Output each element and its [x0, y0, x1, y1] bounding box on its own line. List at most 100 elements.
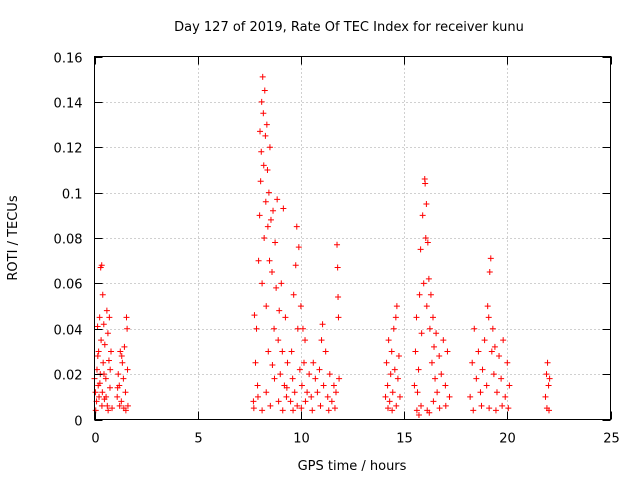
data-point	[282, 314, 289, 321]
data-point	[473, 375, 480, 382]
data-point	[471, 325, 478, 332]
data-point	[306, 371, 313, 378]
data-point	[269, 269, 276, 276]
data-point	[309, 407, 316, 414]
data-point	[266, 257, 273, 264]
data-point	[252, 359, 259, 366]
data-point	[292, 262, 299, 269]
data-point	[467, 393, 474, 400]
grid-lines	[94, 56, 611, 420]
data-point	[486, 405, 493, 412]
data-point	[269, 362, 276, 369]
data-point	[488, 348, 495, 355]
y-tick-label: 0.08	[54, 233, 83, 248]
data-point	[478, 402, 485, 409]
data-point	[259, 280, 266, 287]
data-point	[438, 371, 445, 378]
data-point	[335, 293, 342, 300]
data-point	[314, 389, 321, 396]
data-point	[498, 375, 505, 382]
plot-frame	[94, 56, 611, 420]
data-point	[116, 402, 123, 409]
data-point	[265, 348, 272, 355]
data-point	[254, 393, 261, 400]
data-point	[283, 384, 290, 391]
data-point	[259, 73, 266, 80]
data-point	[120, 375, 127, 382]
data-point	[422, 235, 429, 241]
data-point	[271, 325, 278, 332]
data-point	[331, 405, 338, 412]
x-tick-label: 5	[194, 432, 202, 447]
y-axis-ticks: 0 0.02 0.04 0.06 0.08 0.1 0.12 0.14 0.16	[54, 52, 611, 430]
data-point	[324, 393, 331, 400]
data-point	[257, 178, 264, 185]
data-point	[426, 325, 433, 332]
data-point	[264, 166, 271, 173]
data-point	[98, 262, 105, 269]
data-point	[418, 402, 425, 409]
data-point	[122, 389, 129, 396]
x-tick-label: 25	[603, 432, 620, 447]
data-point	[312, 375, 319, 382]
data-point	[294, 402, 301, 409]
data-point	[416, 291, 423, 298]
data-point	[99, 389, 106, 396]
data-point	[99, 291, 106, 298]
data-point	[123, 314, 130, 321]
data-point	[420, 280, 427, 287]
data-point	[297, 303, 304, 310]
data-point	[254, 382, 261, 389]
data-point	[290, 291, 297, 298]
data-point	[424, 239, 431, 246]
data-point	[295, 244, 302, 251]
data-point	[265, 189, 272, 196]
data-point	[94, 352, 101, 359]
data-point	[284, 359, 291, 366]
data-point	[287, 398, 294, 405]
data-point	[446, 393, 453, 400]
data-point	[385, 337, 392, 344]
data-point	[121, 343, 128, 350]
data-point	[100, 359, 107, 366]
data-point	[469, 359, 476, 366]
data-point	[258, 148, 265, 155]
y-tick-label: 0.06	[54, 278, 83, 293]
data-point	[274, 196, 281, 203]
data-point	[103, 393, 110, 400]
data-point	[415, 366, 422, 373]
data-point	[115, 371, 122, 378]
data-point	[326, 371, 333, 378]
data-point	[546, 375, 553, 382]
data-point	[96, 393, 103, 400]
data-point	[250, 405, 257, 412]
x-axis-label: GPS time / hours	[298, 459, 407, 474]
data-point	[393, 402, 400, 409]
data-point	[429, 314, 436, 321]
data-point	[382, 393, 389, 400]
data-point	[105, 357, 112, 364]
data-point	[298, 382, 305, 389]
data-point	[320, 382, 327, 389]
data-point	[543, 371, 550, 378]
data-point	[277, 371, 284, 378]
data-point	[414, 389, 421, 396]
data-point	[423, 200, 430, 207]
data-point	[395, 352, 402, 359]
data-point	[493, 389, 500, 396]
data-point	[124, 325, 131, 332]
data-point	[318, 337, 325, 344]
data-point	[490, 371, 497, 378]
data-point	[332, 389, 339, 396]
data-point	[266, 144, 273, 151]
data-point	[253, 325, 260, 332]
data-point	[442, 382, 449, 389]
data-point	[426, 409, 433, 416]
data-point	[294, 325, 301, 332]
y-tick-label: 0.16	[54, 52, 83, 67]
data-point	[302, 398, 309, 405]
data-point	[308, 393, 315, 400]
data-point	[103, 307, 110, 314]
data-point	[262, 198, 269, 205]
data-point	[278, 280, 285, 287]
